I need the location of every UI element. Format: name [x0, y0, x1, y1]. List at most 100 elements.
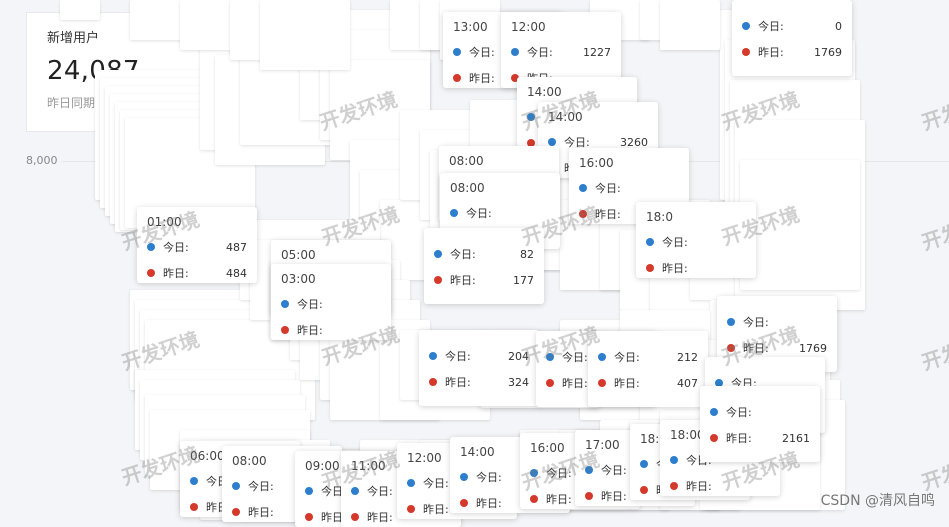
series-today-dot-icon [598, 353, 606, 361]
tooltip-row-yesterday: 昨日: 484 [147, 265, 247, 281]
tooltip-card: 今日: 昨日: 2161 [700, 386, 820, 462]
tooltip-series-label: 昨日: [686, 480, 712, 493]
tooltip-card: 03:00 今日: 昨日: [271, 264, 391, 340]
tooltip-row-today: 今日: [351, 483, 451, 499]
tooltip-series-label: 昨日: [248, 506, 274, 519]
series-yesterday-dot-icon [727, 344, 735, 352]
tooltip-series-value: 177 [513, 273, 534, 287]
series-today-dot-icon [640, 460, 648, 468]
series-today-dot-icon [579, 184, 587, 192]
tooltip-time: 16:00 [530, 441, 565, 455]
tooltip-row-today: 今日: [407, 475, 507, 491]
tooltip-series-label: 昨日: [614, 377, 640, 390]
series-yesterday-dot-icon [147, 269, 155, 277]
tooltip-row-yesterday: 昨日: 177 [434, 272, 534, 288]
series-today-dot-icon [281, 300, 289, 308]
tooltip-card: 01:00 今日: 487 昨日: 484 [137, 207, 257, 283]
tooltip-series-label: 昨日: [469, 72, 495, 85]
series-today-dot-icon [527, 113, 535, 121]
tooltip-series-label: 今日: [321, 485, 347, 498]
series-yesterday-dot-icon [598, 379, 606, 387]
tooltip-row-today: 今日: [460, 469, 560, 485]
tooltip-row-today: 今日: [453, 44, 553, 60]
tooltip-series-label: 今日: [726, 406, 752, 419]
series-yesterday-dot-icon [232, 508, 240, 516]
series-today-dot-icon [147, 243, 155, 251]
tooltip-row-yesterday: 昨日: [453, 70, 553, 86]
series-today-dot-icon [351, 487, 359, 495]
tooltip-row-today: 今日: [530, 465, 630, 481]
tooltip-series-label: 昨日: [743, 342, 769, 355]
tooltip-series-label: 今日: [527, 46, 553, 59]
tooltip-series-value: 1769 [799, 341, 827, 355]
tooltip-row-today: 今日: [232, 478, 332, 494]
tooltip-series-value: 324 [508, 375, 529, 389]
series-today-dot-icon [232, 482, 240, 490]
series-yesterday-dot-icon [646, 264, 654, 272]
series-today-dot-icon [710, 408, 718, 416]
tooltip-time: 12:00 [511, 20, 546, 34]
tooltip-row-today: 今日: [710, 404, 810, 420]
series-today-dot-icon [407, 479, 415, 487]
series-yesterday-dot-icon [305, 513, 313, 521]
series-today-dot-icon [434, 250, 442, 258]
tooltip-echo [740, 160, 860, 290]
tooltip-row-today: 今日: [727, 314, 827, 330]
tooltip-series-label: 今日: [367, 485, 393, 498]
tooltip-time: 14:00 [548, 110, 583, 124]
tooltip-time: 18:0 [646, 210, 673, 224]
tooltip-series-label: 今日: [248, 480, 274, 493]
tooltip-series-label: 今日: [297, 298, 323, 311]
tooltip-card: 今日: 204 昨日: 324 [419, 330, 539, 406]
series-yesterday-dot-icon [511, 74, 519, 82]
tooltip-series-label: 昨日: [562, 377, 588, 390]
series-today-dot-icon [453, 48, 461, 56]
environment-watermark: 开发环境 [918, 207, 949, 255]
series-today-dot-icon [305, 487, 313, 495]
tooltip-series-value: 2161 [782, 431, 810, 445]
tooltip-row-today: 今日: 3260 [548, 134, 648, 150]
tooltip-row-today: 今日: 212 [598, 349, 698, 365]
tooltip-row-today: 今日: [305, 483, 405, 499]
tooltip-row-yesterday: 昨日: [530, 491, 630, 507]
series-today-dot-icon [511, 48, 519, 56]
tooltip-time: 05:00 [281, 248, 316, 262]
tooltip-time: 09:00 [305, 459, 340, 473]
tooltip-series-label: 今日: [662, 236, 688, 249]
tooltip-row-today: 今日: [646, 234, 746, 250]
tooltip-series-label: 今日: [450, 248, 476, 261]
tooltip-series-label: 今日: [469, 46, 495, 59]
series-today-dot-icon [546, 353, 554, 361]
tooltip-series-label: 昨日: [662, 262, 688, 275]
tooltip-row-today: 今日: 204 [429, 348, 529, 364]
environment-watermark: 开发环境 [918, 87, 949, 135]
tooltip-series-label: 今日: [466, 207, 492, 220]
tooltip-time: 13:00 [453, 20, 488, 34]
tooltip-series-label: 今日: [423, 477, 449, 490]
tooltip-time: 03:00 [281, 272, 316, 286]
tooltip-row-today: 今日: [585, 462, 685, 478]
series-today-dot-icon [670, 456, 678, 464]
series-yesterday-dot-icon [670, 482, 678, 490]
series-today-dot-icon [715, 379, 723, 387]
series-yesterday-dot-icon [460, 499, 468, 507]
tooltip-series-value: 0 [835, 19, 842, 33]
tooltip-series-label: 昨日: [423, 503, 449, 516]
tooltip-time: 14:00 [460, 445, 495, 459]
tooltip-row-yesterday: 昨日: 1769 [727, 340, 827, 356]
tooltip-row-today: 今日: 1227 [511, 44, 611, 60]
tooltip-time: 06:00 [190, 449, 225, 463]
tooltip-series-value: 487 [226, 240, 247, 254]
tooltip-row-yesterday: 昨日: [281, 322, 381, 338]
environment-watermark: 开发环境 [918, 447, 949, 495]
tooltip-time: 17:00 [585, 438, 620, 452]
card-footer-label: 昨日同期 [47, 96, 96, 110]
tooltip-card: 今日: 0 昨日: 1769 [732, 0, 852, 76]
tooltip-row-yesterday: 昨日: [585, 488, 685, 504]
tooltip-series-label: 今日: [614, 351, 640, 364]
series-yesterday-dot-icon [434, 276, 442, 284]
tooltip-row-today: 今日: [281, 296, 381, 312]
tooltip-echo [260, 0, 350, 70]
tooltip-row-today: 今日: 0 [742, 18, 842, 34]
tooltip-series-label: 今日: [476, 471, 502, 484]
